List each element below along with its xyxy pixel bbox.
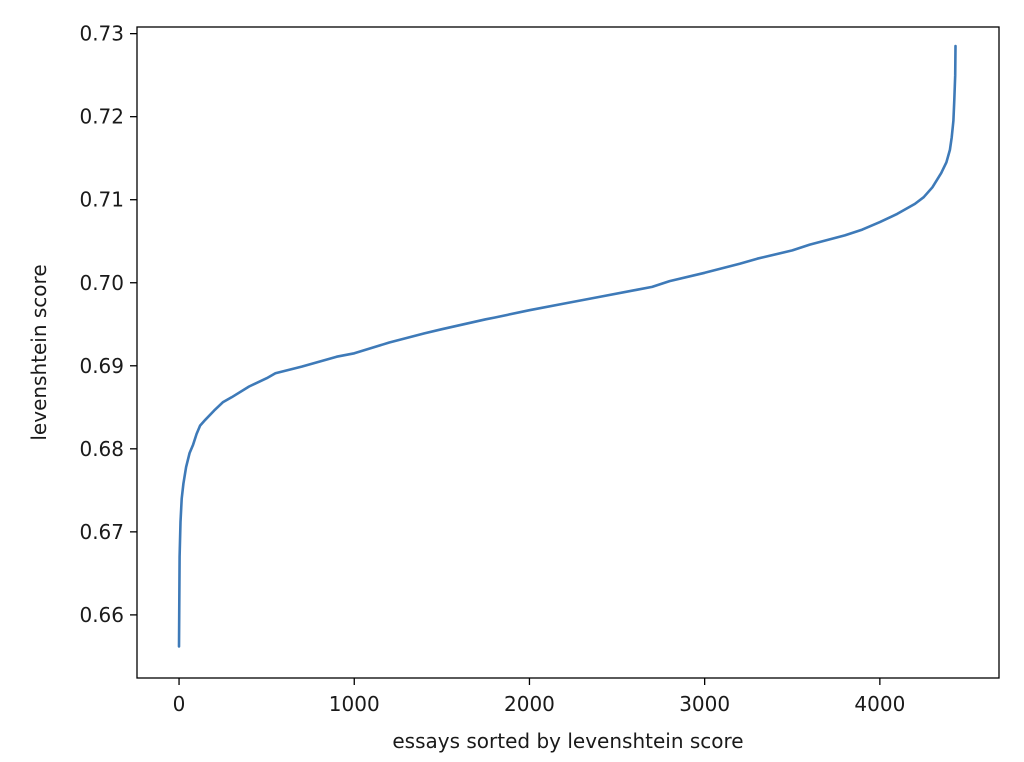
x-axis-ticks: 0 1000 2000 3000 4000: [173, 678, 905, 716]
series-line-levenshtein-score: [177, 44, 957, 648]
y-tick-label: 0.70: [79, 271, 124, 295]
y-tick-label: 0.72: [79, 105, 124, 129]
y-axis-label: levenshtein score: [27, 264, 51, 440]
x-tick-label: 3000: [679, 692, 730, 716]
x-tick-label: 1000: [329, 692, 380, 716]
y-tick-label: 0.73: [79, 22, 124, 46]
y-tick-label: 0.69: [79, 354, 124, 378]
x-tick-label: 0: [173, 692, 186, 716]
x-tick-label: 2000: [504, 692, 555, 716]
plot-area-frame: [136, 26, 1000, 679]
y-tick-label: 0.68: [79, 437, 124, 461]
y-tick-label: 0.71: [79, 188, 124, 212]
y-tick-label: 0.66: [79, 603, 124, 627]
y-axis-ticks: 0.66 0.67 0.68 0.69 0.70 0.71 0.72 0.73: [79, 22, 137, 627]
x-axis-label: essays sorted by levenshtein score: [392, 729, 743, 753]
x-tick-label: 4000: [854, 692, 905, 716]
y-tick-label: 0.67: [79, 520, 124, 544]
